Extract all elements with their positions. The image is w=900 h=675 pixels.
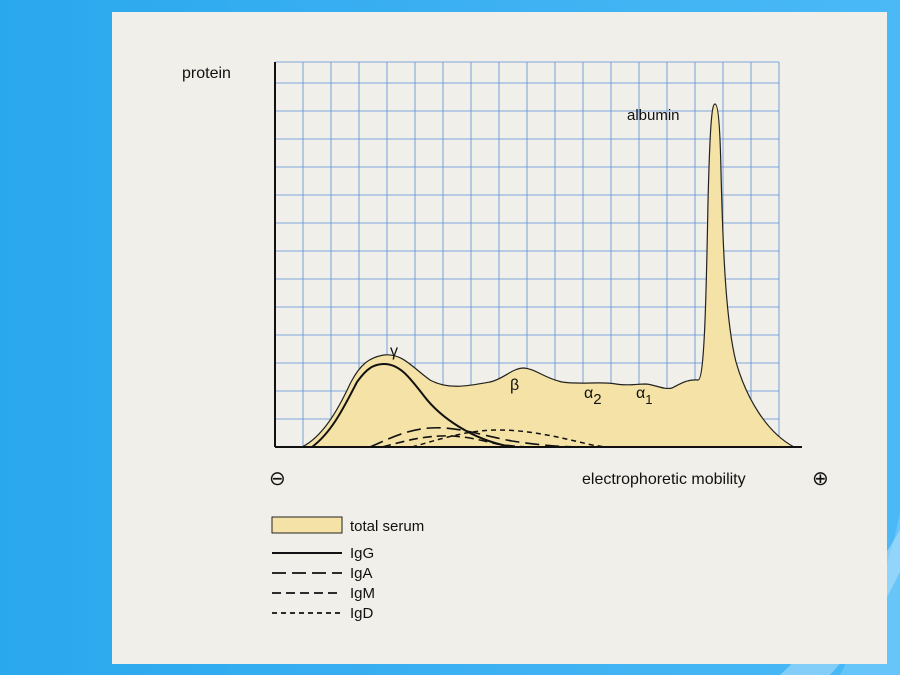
y-axis-label: protein <box>182 65 231 82</box>
legend-label-igd: IgD <box>350 605 374 622</box>
legend: total serum IgG IgA IgM IgD <box>271 516 424 622</box>
legend-label-iga: IgA <box>350 565 373 582</box>
legend-swatch-total-serum <box>271 516 343 534</box>
igg-curve <box>311 362 513 448</box>
legend-label-igm: IgM <box>350 585 375 602</box>
electrophoresis-diagram: protein electrophoretic mobility ⊖ ⊕ alb… <box>182 61 829 622</box>
beta-label: β <box>510 377 519 394</box>
gamma-label: γ <box>390 343 398 360</box>
grid <box>275 61 780 447</box>
x-axis-label: electrophoretic mobility <box>582 471 746 488</box>
legend-label-igg: IgG <box>350 545 374 562</box>
figure-panel: protein electrophoretic mobility ⊖ ⊕ alb… <box>112 12 887 664</box>
igm-curve <box>381 435 533 448</box>
positive-pole-icon: ⊕ <box>812 468 829 490</box>
iga-curve <box>369 426 583 448</box>
alpha2-label: α2 <box>584 385 602 408</box>
negative-pole-icon: ⊖ <box>269 468 286 490</box>
total-serum-area <box>301 103 795 448</box>
legend-label-total-serum: total serum <box>350 518 424 535</box>
alpha1-label: α1 <box>636 385 652 407</box>
albumin-label: albumin <box>627 107 680 124</box>
